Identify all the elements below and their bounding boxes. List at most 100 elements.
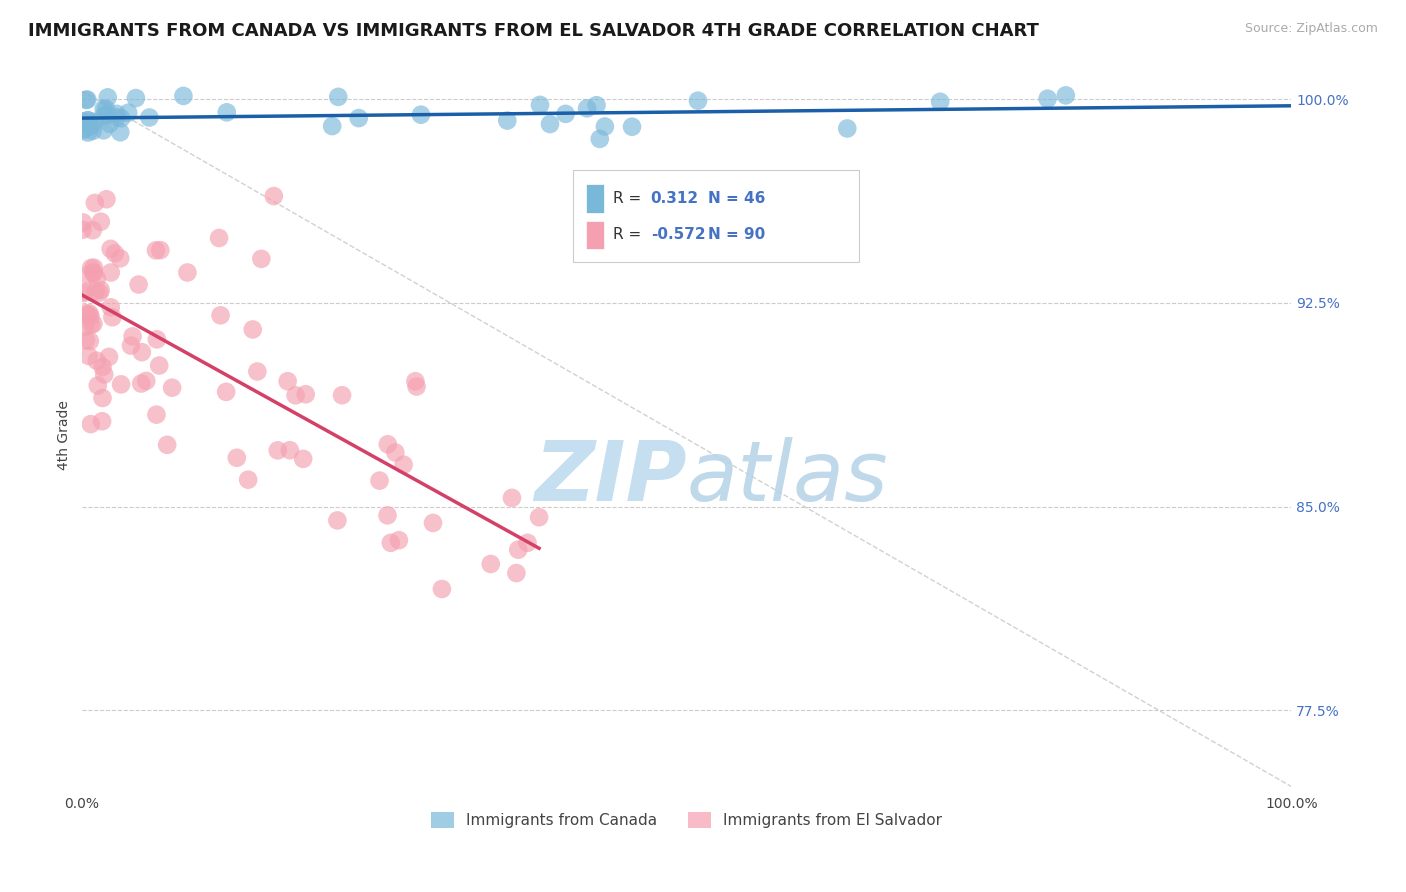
Point — [75, 93, 97, 107]
Point — [79, 310, 101, 324]
Point — [82, 124, 104, 138]
Point — [93, 123, 115, 137]
Point — [172, 89, 194, 103]
Point — [1036, 92, 1059, 106]
Point — [77, 349, 100, 363]
Text: 0.312: 0.312 — [651, 191, 699, 206]
Point — [79, 306, 101, 320]
Point — [98, 350, 121, 364]
Text: N = 90: N = 90 — [709, 227, 765, 243]
Point — [93, 109, 115, 123]
Point — [326, 513, 349, 527]
Point — [505, 566, 527, 580]
Text: IMMIGRANTS FROM CANADA VS IMMIGRANTS FROM EL SALVADOR 4TH GRADE CORRELATION CHAR: IMMIGRANTS FROM CANADA VS IMMIGRANTS FRO… — [28, 22, 1039, 40]
Point — [94, 102, 117, 116]
Point — [377, 508, 399, 523]
Point — [90, 215, 112, 229]
Point — [87, 378, 110, 392]
Point — [86, 271, 108, 285]
Point — [263, 189, 285, 203]
Point — [98, 117, 121, 131]
Point — [89, 285, 111, 300]
Point — [422, 516, 444, 530]
Point — [686, 94, 709, 108]
Point — [79, 120, 101, 134]
Point — [409, 108, 432, 122]
Point — [120, 338, 142, 352]
Point — [250, 252, 273, 266]
Point — [347, 111, 370, 125]
Point — [1054, 88, 1077, 103]
Point — [72, 215, 94, 229]
Point — [72, 223, 94, 237]
Point — [837, 121, 859, 136]
Point — [529, 98, 551, 112]
Point — [380, 536, 402, 550]
Point — [110, 252, 132, 266]
Point — [404, 374, 426, 388]
Point — [242, 322, 264, 336]
Point — [138, 111, 160, 125]
Point — [145, 244, 167, 258]
Point — [100, 242, 122, 256]
Point — [101, 310, 124, 325]
Point — [277, 374, 299, 388]
Point — [321, 119, 343, 133]
Point — [96, 192, 118, 206]
Point — [77, 113, 100, 128]
Point — [430, 582, 453, 596]
Point — [76, 93, 98, 107]
Point — [110, 125, 132, 139]
Point — [110, 377, 132, 392]
Point — [97, 90, 120, 104]
Point — [176, 265, 198, 279]
Point — [72, 123, 94, 137]
Point — [96, 108, 118, 122]
Point — [149, 243, 172, 257]
Point — [91, 359, 114, 374]
Point — [278, 443, 301, 458]
Point — [83, 115, 105, 129]
Point — [135, 374, 157, 388]
Y-axis label: 4th Grade: 4th Grade — [58, 400, 72, 469]
Point — [368, 474, 391, 488]
Point — [73, 286, 96, 301]
Point — [479, 557, 502, 571]
Point — [93, 368, 115, 382]
Point — [292, 451, 315, 466]
Point — [72, 114, 94, 128]
Point — [330, 388, 353, 402]
Text: ZIP: ZIP — [534, 437, 686, 518]
Point — [538, 117, 561, 131]
Point — [77, 268, 100, 282]
Point — [110, 112, 132, 126]
Point — [129, 376, 152, 391]
Point — [121, 329, 143, 343]
Point — [100, 301, 122, 315]
Point — [496, 113, 519, 128]
Point — [209, 309, 232, 323]
Point — [146, 332, 169, 346]
Point — [621, 120, 644, 134]
Point — [75, 334, 97, 348]
Point — [83, 265, 105, 279]
Point — [80, 417, 103, 431]
Text: atlas: atlas — [686, 437, 889, 518]
Point — [208, 231, 231, 245]
Point — [76, 113, 98, 128]
Point — [83, 195, 105, 210]
Point — [392, 458, 415, 472]
Point — [131, 345, 153, 359]
Point — [76, 126, 98, 140]
Point — [388, 533, 411, 548]
Text: N = 46: N = 46 — [709, 191, 766, 206]
Text: R =: R = — [613, 191, 645, 206]
Point — [73, 319, 96, 334]
Text: -0.572: -0.572 — [651, 227, 706, 243]
Point — [929, 95, 952, 109]
Point — [80, 119, 103, 133]
Point — [585, 98, 607, 112]
Point — [82, 317, 104, 331]
Point — [117, 105, 139, 120]
Point — [328, 90, 350, 104]
